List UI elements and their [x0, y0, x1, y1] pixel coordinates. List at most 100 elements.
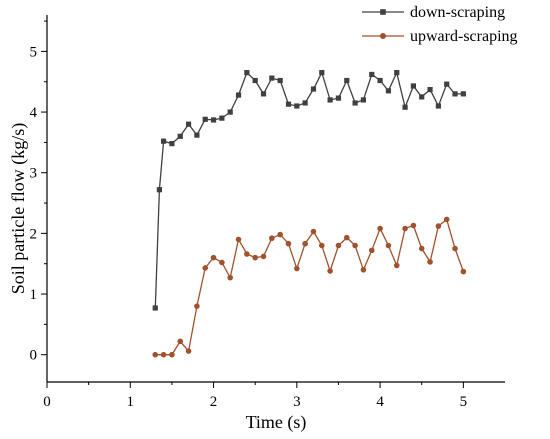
data-point: [194, 303, 200, 309]
y-tick-label: 0: [30, 348, 38, 364]
data-point: [210, 254, 217, 261]
data-point: [410, 83, 416, 89]
data-point: [177, 133, 183, 139]
data-point: [360, 97, 367, 103]
data-point: [310, 86, 317, 92]
data-point: [285, 101, 292, 107]
data-point: [252, 254, 258, 261]
data-point: [327, 268, 333, 274]
x-tick-label: 0: [43, 394, 51, 410]
y-tick-label: 5: [30, 44, 38, 60]
data-point: [352, 100, 358, 106]
data-point: [210, 117, 217, 123]
data-point: [285, 240, 292, 247]
data-point: [169, 351, 175, 358]
x-tick-label: 2: [210, 394, 218, 410]
data-point: [294, 265, 300, 272]
data-point: [260, 91, 267, 97]
axes: [46, 15, 505, 383]
data-point: [219, 259, 225, 266]
data-point: [202, 116, 208, 122]
data-point: [310, 228, 317, 235]
data-point: [235, 92, 242, 98]
data-point: [394, 70, 400, 76]
data-point: [402, 225, 408, 232]
data-point: [269, 75, 275, 81]
series-layer: [152, 70, 467, 358]
data-point: [319, 70, 325, 76]
data-point: [419, 94, 425, 100]
y-tick-label: 2: [30, 226, 38, 242]
legend-marker: [380, 9, 386, 15]
series-down-scraping: [152, 70, 466, 311]
y-tick-label: 3: [30, 166, 38, 182]
data-point: [277, 231, 283, 238]
data-point: [277, 77, 283, 84]
series-line-down-scraping: [154, 70, 464, 309]
data-point: [460, 268, 467, 275]
x-tick-label: 3: [293, 394, 301, 410]
data-point: [360, 266, 367, 273]
data-point: [169, 141, 175, 147]
data-point: [452, 245, 458, 252]
y-tick-label: 4: [30, 105, 38, 121]
data-point: [319, 242, 325, 249]
data-point: [377, 77, 383, 84]
data-point: [344, 77, 350, 84]
data-point: [410, 222, 417, 229]
data-point: [152, 305, 158, 311]
x-tick-label: 1: [127, 394, 135, 410]
data-point: [368, 247, 375, 254]
data-point: [302, 240, 308, 247]
data-point: [152, 351, 159, 358]
data-point: [427, 87, 433, 93]
data-point: [160, 351, 167, 358]
data-point: [185, 121, 192, 127]
data-point: [219, 115, 225, 121]
data-point: [294, 103, 300, 109]
data-point: [427, 259, 433, 265]
data-point: [260, 253, 267, 260]
data-point: [343, 234, 350, 241]
data-point: [202, 265, 209, 271]
y-axis-title: Soil particle flow (kg/s): [8, 123, 29, 294]
legend-label: upward-scraping: [410, 28, 518, 45]
data-point: [352, 242, 358, 249]
data-point: [435, 103, 441, 109]
data-point: [269, 235, 275, 242]
data-point: [252, 77, 258, 84]
series-upward-scraping: [152, 216, 467, 358]
y-tick-label: 1: [30, 287, 38, 303]
data-point: [402, 104, 408, 110]
data-point: [156, 187, 163, 193]
data-point: [302, 100, 308, 106]
data-point: [244, 251, 250, 257]
data-point: [160, 138, 167, 144]
x-axis-title: Time (s): [246, 412, 307, 433]
data-point: [327, 97, 333, 103]
data-point: [194, 132, 200, 138]
series-line-upward-scraping: [155, 218, 465, 356]
data-point: [227, 274, 233, 281]
legend: down-scraping upward-scraping: [362, 4, 518, 45]
data-point: [444, 81, 450, 87]
data-point: [385, 242, 392, 249]
data-point: [385, 88, 392, 94]
data-point: [435, 223, 442, 229]
data-point: [393, 262, 400, 269]
data-point: [235, 236, 242, 243]
x-tick-label: 4: [376, 394, 384, 410]
data-point: [369, 71, 375, 78]
data-point: [185, 348, 192, 354]
legend-entry-upward-scraping: upward-scraping: [362, 28, 518, 45]
data-point: [452, 91, 458, 97]
legend-label: down-scraping: [410, 4, 505, 21]
ticks: 0 1 2 3 4 5 0 1 2 3 4 5: [30, 20, 468, 410]
data-point: [443, 216, 450, 223]
legend-entry-down-scraping: down-scraping: [362, 4, 505, 21]
data-point: [377, 225, 383, 232]
data-point: [335, 242, 342, 249]
x-tick-label: 5: [460, 394, 468, 410]
data-point: [418, 245, 425, 252]
